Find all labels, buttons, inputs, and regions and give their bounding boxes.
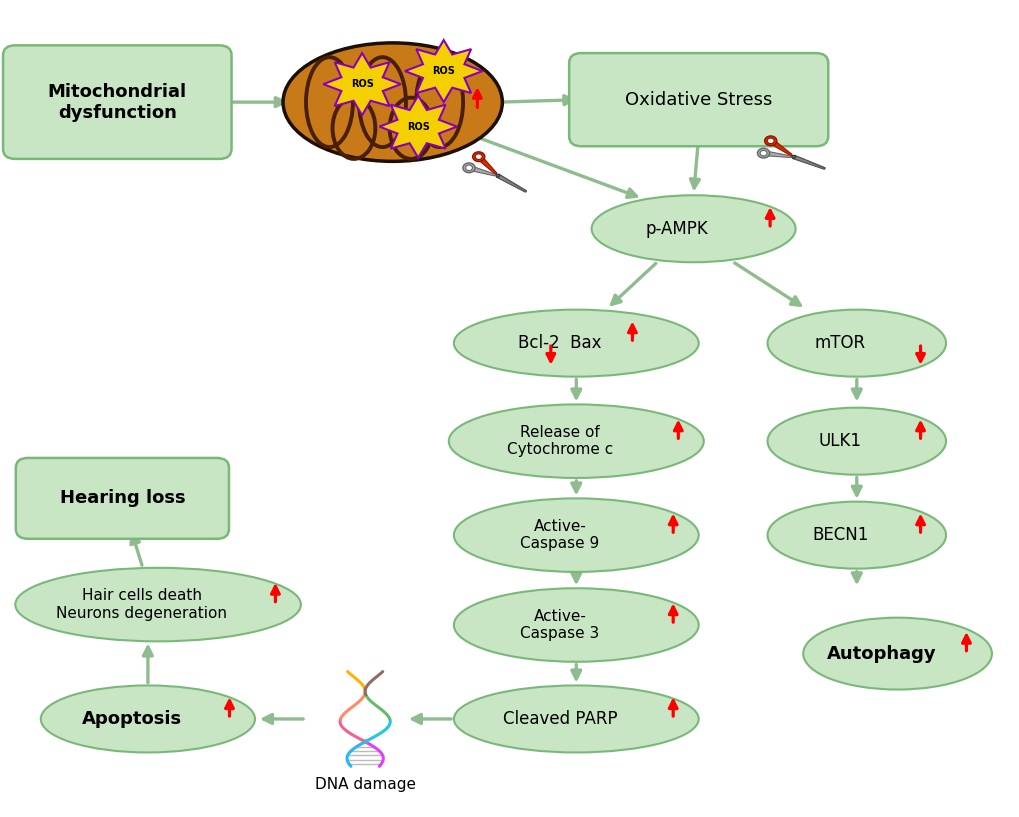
Ellipse shape [41, 685, 255, 752]
Text: mTOR: mTOR [814, 334, 865, 352]
Polygon shape [496, 174, 526, 192]
Text: Autophagy: Autophagy [825, 645, 935, 663]
Text: Active-
Caspase 9: Active- Caspase 9 [520, 519, 599, 551]
Text: Apoptosis: Apoptosis [82, 710, 181, 728]
Ellipse shape [803, 618, 991, 690]
Text: ROS: ROS [351, 79, 373, 89]
FancyBboxPatch shape [569, 53, 827, 146]
Ellipse shape [448, 404, 703, 478]
FancyBboxPatch shape [3, 45, 231, 159]
Polygon shape [379, 96, 457, 158]
Ellipse shape [15, 568, 301, 641]
Polygon shape [768, 139, 792, 156]
Ellipse shape [283, 42, 502, 162]
Ellipse shape [766, 310, 946, 377]
Text: ULK1: ULK1 [818, 432, 861, 450]
Text: Cleaved PARP: Cleaved PARP [502, 710, 616, 728]
Ellipse shape [453, 685, 698, 752]
Text: Mitochondrial
dysfunction: Mitochondrial dysfunction [48, 83, 186, 122]
Circle shape [791, 155, 795, 158]
Circle shape [472, 152, 484, 162]
Circle shape [465, 165, 472, 171]
Polygon shape [496, 174, 526, 192]
Text: ROS: ROS [432, 66, 454, 76]
Text: p-AMPK: p-AMPK [645, 220, 708, 238]
Circle shape [475, 154, 482, 159]
Polygon shape [323, 53, 400, 115]
Polygon shape [761, 151, 791, 158]
Polygon shape [792, 155, 824, 169]
Circle shape [759, 150, 766, 156]
FancyBboxPatch shape [15, 458, 228, 539]
Polygon shape [477, 154, 496, 175]
Circle shape [764, 136, 776, 145]
Text: DNA damage: DNA damage [314, 777, 416, 792]
Circle shape [757, 148, 769, 158]
Circle shape [463, 163, 475, 172]
Circle shape [766, 138, 773, 144]
Polygon shape [405, 40, 482, 102]
Text: Hair cells death
Neurons degeneration: Hair cells death Neurons degeneration [56, 588, 227, 621]
Text: Bcl-2  Bax: Bcl-2 Bax [518, 334, 601, 352]
Text: BECN1: BECN1 [811, 526, 868, 544]
Ellipse shape [766, 502, 946, 569]
Polygon shape [792, 155, 824, 169]
Ellipse shape [766, 408, 946, 475]
Text: Active-
Caspase 3: Active- Caspase 3 [520, 609, 599, 641]
Ellipse shape [453, 588, 698, 662]
Ellipse shape [453, 310, 698, 377]
Circle shape [495, 174, 499, 177]
Text: Oxidative Stress: Oxidative Stress [625, 91, 771, 109]
Ellipse shape [591, 195, 795, 262]
Text: Release of
Cytochrome c: Release of Cytochrome c [506, 425, 612, 458]
Ellipse shape [453, 498, 698, 572]
Text: Hearing loss: Hearing loss [59, 489, 185, 507]
Text: ROS: ROS [407, 122, 429, 132]
Polygon shape [467, 166, 495, 176]
